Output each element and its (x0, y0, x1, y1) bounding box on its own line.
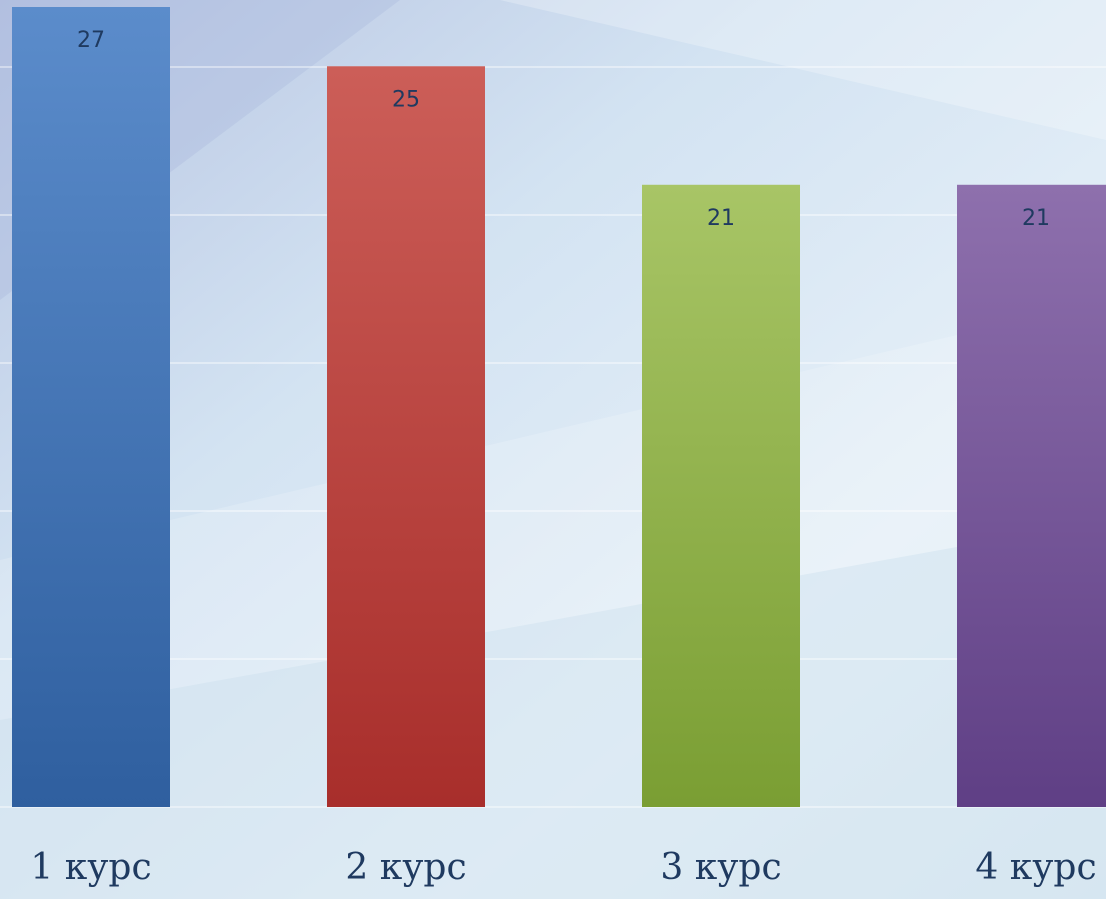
category-label-4: 4 курс (975, 847, 1096, 888)
bars (12, 7, 1106, 807)
grid-lines (0, 66, 1106, 808)
category-label-3: 3 курс (660, 847, 781, 888)
bar-4 (957, 184, 1106, 807)
data-labels: 27 25 21 21 (77, 28, 1050, 231)
bar-3 (642, 184, 800, 807)
category-label-1: 1 курс (30, 847, 151, 888)
data-label-4: 21 (1022, 206, 1050, 231)
bar-1 (12, 7, 170, 807)
data-label-1: 27 (77, 28, 105, 53)
bar-2 (327, 66, 485, 807)
category-labels: 1 курс 2 курс 3 курс 4 курс (30, 847, 1096, 888)
data-label-3: 21 (707, 206, 735, 231)
category-label-2: 2 курс (345, 847, 466, 888)
data-label-2: 25 (392, 87, 420, 112)
